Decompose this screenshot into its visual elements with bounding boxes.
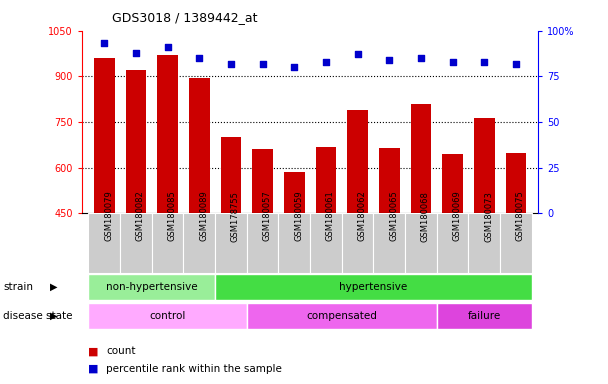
Point — [321, 59, 331, 65]
Bar — [278, 213, 310, 273]
Bar — [221, 137, 241, 213]
Text: ▶: ▶ — [50, 311, 57, 321]
Bar — [247, 303, 437, 329]
Point — [353, 51, 362, 58]
Text: disease state: disease state — [3, 311, 72, 321]
Bar — [247, 213, 278, 273]
Bar — [500, 213, 532, 273]
Bar — [215, 213, 247, 273]
Bar — [310, 213, 342, 273]
Point — [195, 55, 204, 61]
Bar — [252, 149, 273, 213]
Text: GSM180057: GSM180057 — [263, 191, 272, 242]
Bar — [468, 213, 500, 273]
Bar — [405, 213, 437, 273]
Bar — [152, 213, 184, 273]
Text: GSM180065: GSM180065 — [389, 191, 398, 242]
Text: non-hypertensive: non-hypertensive — [106, 282, 198, 292]
Text: GSM180089: GSM180089 — [199, 191, 209, 242]
Bar — [506, 153, 526, 213]
Text: compensated: compensated — [306, 311, 377, 321]
Bar — [215, 274, 532, 300]
Bar — [88, 303, 247, 329]
Text: strain: strain — [3, 282, 33, 292]
Bar — [88, 213, 120, 273]
Point — [479, 59, 489, 65]
Text: GSM180059: GSM180059 — [294, 191, 303, 242]
Text: percentile rank within the sample: percentile rank within the sample — [106, 364, 282, 374]
Text: GSM180079: GSM180079 — [104, 191, 113, 242]
Text: control: control — [150, 311, 186, 321]
Point — [163, 44, 173, 50]
Bar — [157, 55, 178, 213]
Text: GSM180068: GSM180068 — [421, 191, 430, 242]
Bar — [474, 118, 494, 213]
Point — [131, 50, 141, 56]
Text: count: count — [106, 346, 136, 356]
Text: hypertensive: hypertensive — [339, 282, 407, 292]
Point — [384, 57, 394, 63]
Text: GSM180075: GSM180075 — [516, 191, 525, 242]
Point — [226, 61, 236, 67]
Point — [416, 55, 426, 61]
Bar — [442, 154, 463, 213]
Bar — [126, 70, 146, 213]
Bar — [347, 110, 368, 213]
Text: GDS3018 / 1389442_at: GDS3018 / 1389442_at — [112, 11, 258, 24]
Text: ■: ■ — [88, 346, 98, 356]
Text: GSM180082: GSM180082 — [136, 191, 145, 242]
Bar — [316, 147, 336, 213]
Bar — [120, 213, 152, 273]
Point — [289, 64, 299, 70]
Bar — [88, 274, 215, 300]
Bar — [379, 148, 399, 213]
Bar — [342, 213, 373, 273]
Point — [447, 59, 457, 65]
Text: GSM178755: GSM178755 — [231, 191, 240, 242]
Bar — [284, 172, 305, 213]
Text: GSM180062: GSM180062 — [358, 191, 367, 242]
Bar — [373, 213, 405, 273]
Text: GSM180073: GSM180073 — [484, 191, 493, 242]
Text: failure: failure — [468, 311, 501, 321]
Bar — [94, 58, 114, 213]
Bar — [437, 303, 532, 329]
Point — [511, 61, 521, 67]
Bar — [437, 213, 468, 273]
Text: ▶: ▶ — [50, 282, 57, 292]
Bar — [184, 213, 215, 273]
Text: GSM180061: GSM180061 — [326, 191, 335, 242]
Point — [99, 40, 109, 46]
Point — [258, 61, 268, 67]
Text: ■: ■ — [88, 364, 98, 374]
Text: GSM180085: GSM180085 — [168, 191, 176, 242]
Text: GSM180069: GSM180069 — [452, 191, 461, 242]
Bar — [189, 78, 210, 213]
Bar — [410, 104, 431, 213]
